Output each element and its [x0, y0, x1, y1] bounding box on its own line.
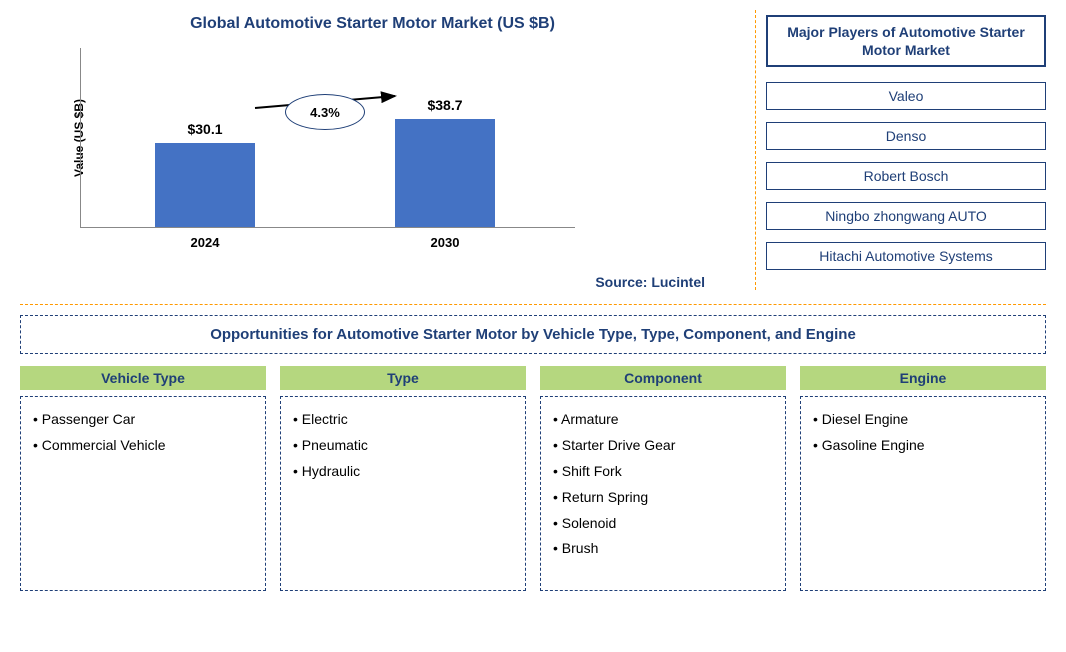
list-item: • Hydraulic — [293, 459, 513, 485]
category-header: Engine — [800, 366, 1046, 390]
player-item: Denso — [766, 122, 1046, 150]
x-axis — [80, 227, 575, 228]
x-tick-label: 2024 — [155, 235, 255, 250]
major-players-panel: Major Players of Automotive Starter Moto… — [766, 10, 1046, 300]
bar-value-label: $38.7 — [395, 97, 495, 113]
category-items-box: • Electric• Pneumatic• Hydraulic — [280, 396, 526, 591]
category-column: Engine • Diesel Engine• Gasoline Engine — [800, 366, 1046, 591]
chart-title: Global Automotive Starter Motor Market (… — [20, 15, 725, 33]
list-item: • Pneumatic — [293, 433, 513, 459]
vertical-divider — [755, 10, 756, 290]
players-title: Major Players of Automotive Starter Moto… — [766, 15, 1046, 67]
list-item: • Commercial Vehicle — [33, 433, 253, 459]
category-items-box: • Diesel Engine• Gasoline Engine — [800, 396, 1046, 591]
list-item: • Return Spring — [553, 485, 773, 511]
categories-row: Vehicle Type • Passenger Car• Commercial … — [20, 366, 1046, 591]
list-item: • Armature — [553, 407, 773, 433]
list-item: • Shift Fork — [553, 459, 773, 485]
bar-2030: $38.7 — [395, 119, 495, 227]
category-header: Component — [540, 366, 786, 390]
category-column: Type • Electric• Pneumatic• Hydraulic — [280, 366, 526, 591]
horizontal-divider — [20, 304, 1046, 305]
growth-rate-text: 4.3% — [310, 105, 340, 120]
player-item: Robert Bosch — [766, 162, 1046, 190]
chart-panel: Global Automotive Starter Motor Market (… — [20, 10, 745, 300]
bar-chart: Value (US $B) $30.12024$38.72030 4.3% — [80, 48, 695, 228]
category-items-box: • Passenger Car• Commercial Vehicle — [20, 396, 266, 591]
category-items-box: • Armature• Starter Drive Gear• Shift Fo… — [540, 396, 786, 591]
player-item: Hitachi Automotive Systems — [766, 242, 1046, 270]
bar-value-label: $30.1 — [155, 121, 255, 137]
source-label: Source: Lucintel — [595, 274, 705, 290]
category-header: Vehicle Type — [20, 366, 266, 390]
bar-2024: $30.1 — [155, 143, 255, 227]
player-item: Valeo — [766, 82, 1046, 110]
list-item: • Solenoid — [553, 511, 773, 537]
category-header: Type — [280, 366, 526, 390]
list-item: • Starter Drive Gear — [553, 433, 773, 459]
x-tick-label: 2030 — [395, 235, 495, 250]
list-item: • Gasoline Engine — [813, 433, 1033, 459]
category-column: Component• Armature• Starter Drive Gear•… — [540, 366, 786, 591]
top-section: Global Automotive Starter Motor Market (… — [20, 10, 1046, 300]
player-item: Ningbo zhongwang AUTO — [766, 202, 1046, 230]
growth-rate-badge: 4.3% — [285, 94, 365, 130]
category-column: Vehicle Type • Passenger Car• Commercial … — [20, 366, 266, 591]
list-item: • Brush — [553, 536, 773, 562]
opportunities-title: Opportunities for Automotive Starter Mot… — [20, 315, 1046, 354]
list-item: • Passenger Car — [33, 407, 253, 433]
y-axis — [80, 48, 81, 228]
list-item: • Electric — [293, 407, 513, 433]
list-item: • Diesel Engine — [813, 407, 1033, 433]
